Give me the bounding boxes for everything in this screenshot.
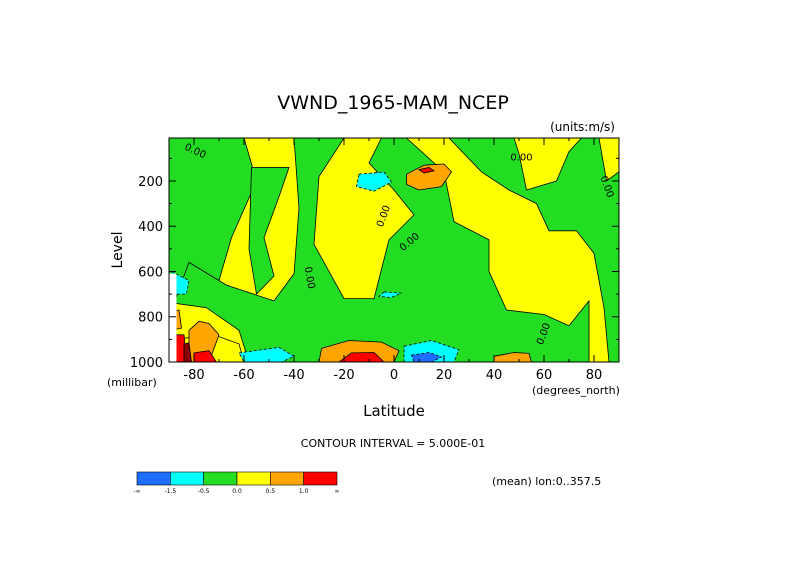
contour-region-green <box>448 138 619 362</box>
colorbar-swatch <box>136 471 171 486</box>
contour-region-cyan <box>378 291 402 298</box>
contour-region-red <box>418 166 435 174</box>
contour-region-green <box>173 138 590 362</box>
plot-area: 0.00 0.000.000.000.000.000.00-80 -60 -40 -20… <box>130 137 620 383</box>
colorbar-swatch <box>170 471 204 486</box>
contour-region-cyan <box>356 171 393 192</box>
y-axis-label: Level <box>110 232 126 269</box>
y-unit-label: (millibar) <box>107 376 157 389</box>
colorbar-label: 1.0 <box>299 488 309 495</box>
y-tick-label: 200 <box>138 175 163 190</box>
contour-label-zero: 0.00 <box>510 153 532 164</box>
colorbar-swatch <box>203 471 238 486</box>
colorbar-label: -1.5 <box>164 488 176 495</box>
units-label: (units:m/s) <box>550 120 615 134</box>
colorbar-label: -0.5 <box>198 488 210 495</box>
colorbar-swatch <box>303 471 338 486</box>
colorbar-swatch <box>236 471 271 486</box>
colorbar-label: -∞ <box>133 488 140 495</box>
x-tick-label: 80 <box>586 368 603 383</box>
contour-label-zero: 0.00 <box>302 266 317 290</box>
x-tick-label: -80 <box>183 368 204 383</box>
mean-text: (mean) lon:0..357.5 <box>492 475 601 488</box>
contour-region-cyan <box>238 346 295 362</box>
colorbar: -∞ -1.5 -0.5 0.0 0.5 1.0 ∞ <box>133 471 340 495</box>
contour-region-orange <box>406 163 453 191</box>
contour-fill-layer: 0.00 0.000.000.000.000.000.00 <box>169 138 619 362</box>
contour-region-white <box>169 273 177 362</box>
x-tick-label: 60 <box>536 368 553 383</box>
y-tick-label: 800 <box>138 311 163 326</box>
contour-region-orange <box>318 340 400 362</box>
x-tick-label: -40 <box>283 368 304 383</box>
x-axis-label: Latitude <box>363 402 425 420</box>
colorbar-label: 0.5 <box>266 488 276 495</box>
x-unit-label: (degrees_north) <box>532 384 620 397</box>
contour-region-darkred <box>183 342 192 362</box>
y-tick-label: 600 <box>138 265 163 280</box>
colorbar-label: ∞ <box>335 488 340 495</box>
colorbar-swatch <box>270 471 304 486</box>
contour-region-orange <box>188 320 220 362</box>
x-tick-label: -60 <box>233 368 254 383</box>
x-tick-label: 20 <box>436 368 453 383</box>
x-tick-label: 0 <box>390 368 398 383</box>
y-tick-label: 400 <box>138 220 163 235</box>
contour-region-red <box>338 352 385 362</box>
chart-title: VWND_1965-MAM_NCEP <box>277 92 509 114</box>
x-tick-label: 40 <box>486 368 503 383</box>
contour-interval-text: CONTOUR INTERVAL = 5.000E-01 <box>301 437 485 450</box>
contour-region-green <box>248 166 290 295</box>
colorbar-label: 0.0 <box>232 488 242 495</box>
y-tick-label: 1000 <box>130 356 163 371</box>
x-tick-label: -20 <box>333 368 354 383</box>
